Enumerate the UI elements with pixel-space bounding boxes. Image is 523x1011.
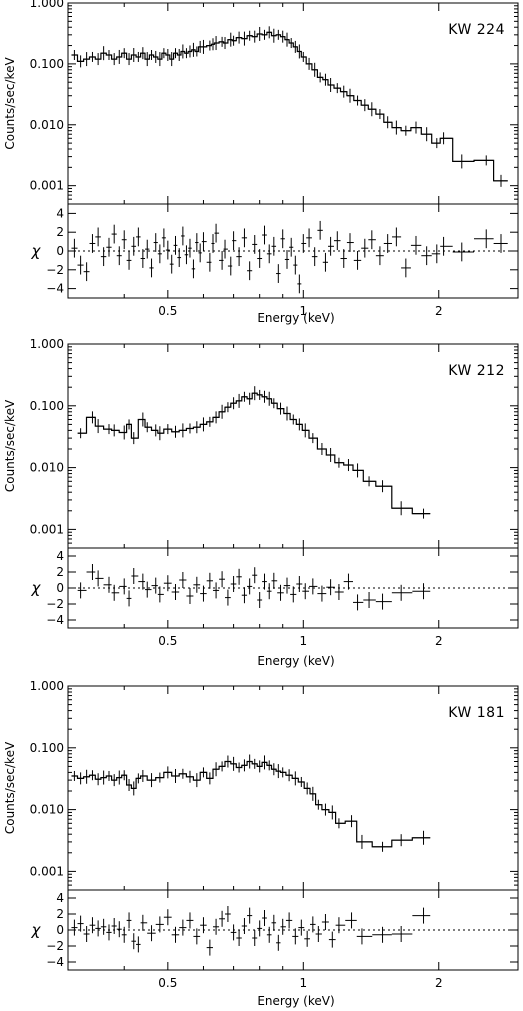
y-tick-label: 0.001: [30, 864, 64, 878]
y-tick-label: 0.010: [30, 118, 64, 132]
residual-y-tick-label: 2: [56, 907, 64, 921]
y-tick-label: 0.100: [30, 57, 64, 71]
residual-y-tick-label: −2: [46, 939, 64, 953]
y-tick-label: 0.001: [30, 179, 64, 193]
y-tick-label: 0.100: [30, 741, 64, 755]
x-axis-label: Energy (keV): [257, 311, 334, 325]
y-tick-label: 0.010: [30, 803, 64, 817]
y-tick-label: 0.010: [30, 461, 64, 475]
panel-title: KW 212: [448, 363, 505, 379]
residual-y-tick-label: 4: [56, 549, 64, 563]
spectrum-panel-2: 1.000 0.100 0.010 0.001 0.5 1 2 4 2 0 −2 −4 Counts/s…: [3, 337, 519, 668]
y-axis-label: Counts/sec/keV: [3, 399, 17, 492]
residual-y-tick-label: 0: [56, 244, 64, 258]
panel-title: KW 224: [448, 22, 505, 38]
model-step-line: [77, 392, 431, 515]
residual-y-tick-label: 0: [56, 581, 64, 595]
x-tick-label: 1: [299, 634, 307, 648]
residual-y-tick-label: −2: [46, 597, 64, 611]
residual-y-tick-label: 2: [56, 565, 64, 579]
residual-y-tick-label: 2: [56, 225, 64, 239]
x-axis-label: Energy (keV): [257, 654, 334, 668]
model-step-line: [71, 31, 508, 182]
y-tick-label: 1.000: [30, 0, 64, 10]
x-tick-label: 2: [435, 634, 443, 648]
y-tick-label: 0.100: [30, 399, 64, 413]
x-tick-label: 2: [435, 976, 443, 990]
residual-y-tick-label: 4: [56, 206, 64, 220]
spectrum-panel-1: 1.000 0.100 0.010 0.001 0.5 1 2 4 2 0 −2 −4 Counts/s…: [3, 0, 519, 325]
residual-y-tick-label: 4: [56, 891, 64, 905]
residual-y-tick-label: −4: [46, 955, 64, 969]
panel-title: KW 181: [448, 705, 505, 721]
x-tick-label: 0.5: [158, 976, 177, 990]
residual-y-tick-label: −2: [46, 263, 64, 277]
y-tick-label: 1.000: [30, 679, 64, 693]
spectrum-panel-3: 1.000 0.100 0.010 0.001 0.5 1 2 4 2 0 −2 −4 Counts/s…: [3, 679, 519, 1008]
residual-axis-label: χ: [31, 921, 42, 939]
x-tick-label: 1: [299, 976, 307, 990]
y-tick-label: 1.000: [30, 337, 64, 351]
x-tick-label: 2: [435, 304, 443, 318]
model-step-line: [71, 760, 431, 848]
residual-y-tick-label: −4: [46, 613, 64, 627]
residual-axis-label: χ: [31, 579, 42, 597]
y-axis-label: Counts/sec/keV: [3, 57, 17, 150]
x-tick-label: 1: [299, 304, 307, 318]
y-tick-label: 0.001: [30, 522, 64, 536]
x-tick-label: 0.5: [158, 634, 177, 648]
x-tick-label: 0.5: [158, 304, 177, 318]
residual-axis-label: χ: [31, 242, 42, 260]
residual-y-tick-label: −4: [46, 282, 64, 296]
x-axis-label: Energy (keV): [257, 994, 334, 1008]
residual-y-tick-label: 0: [56, 923, 64, 937]
y-axis-label: Counts/sec/keV: [3, 741, 17, 834]
